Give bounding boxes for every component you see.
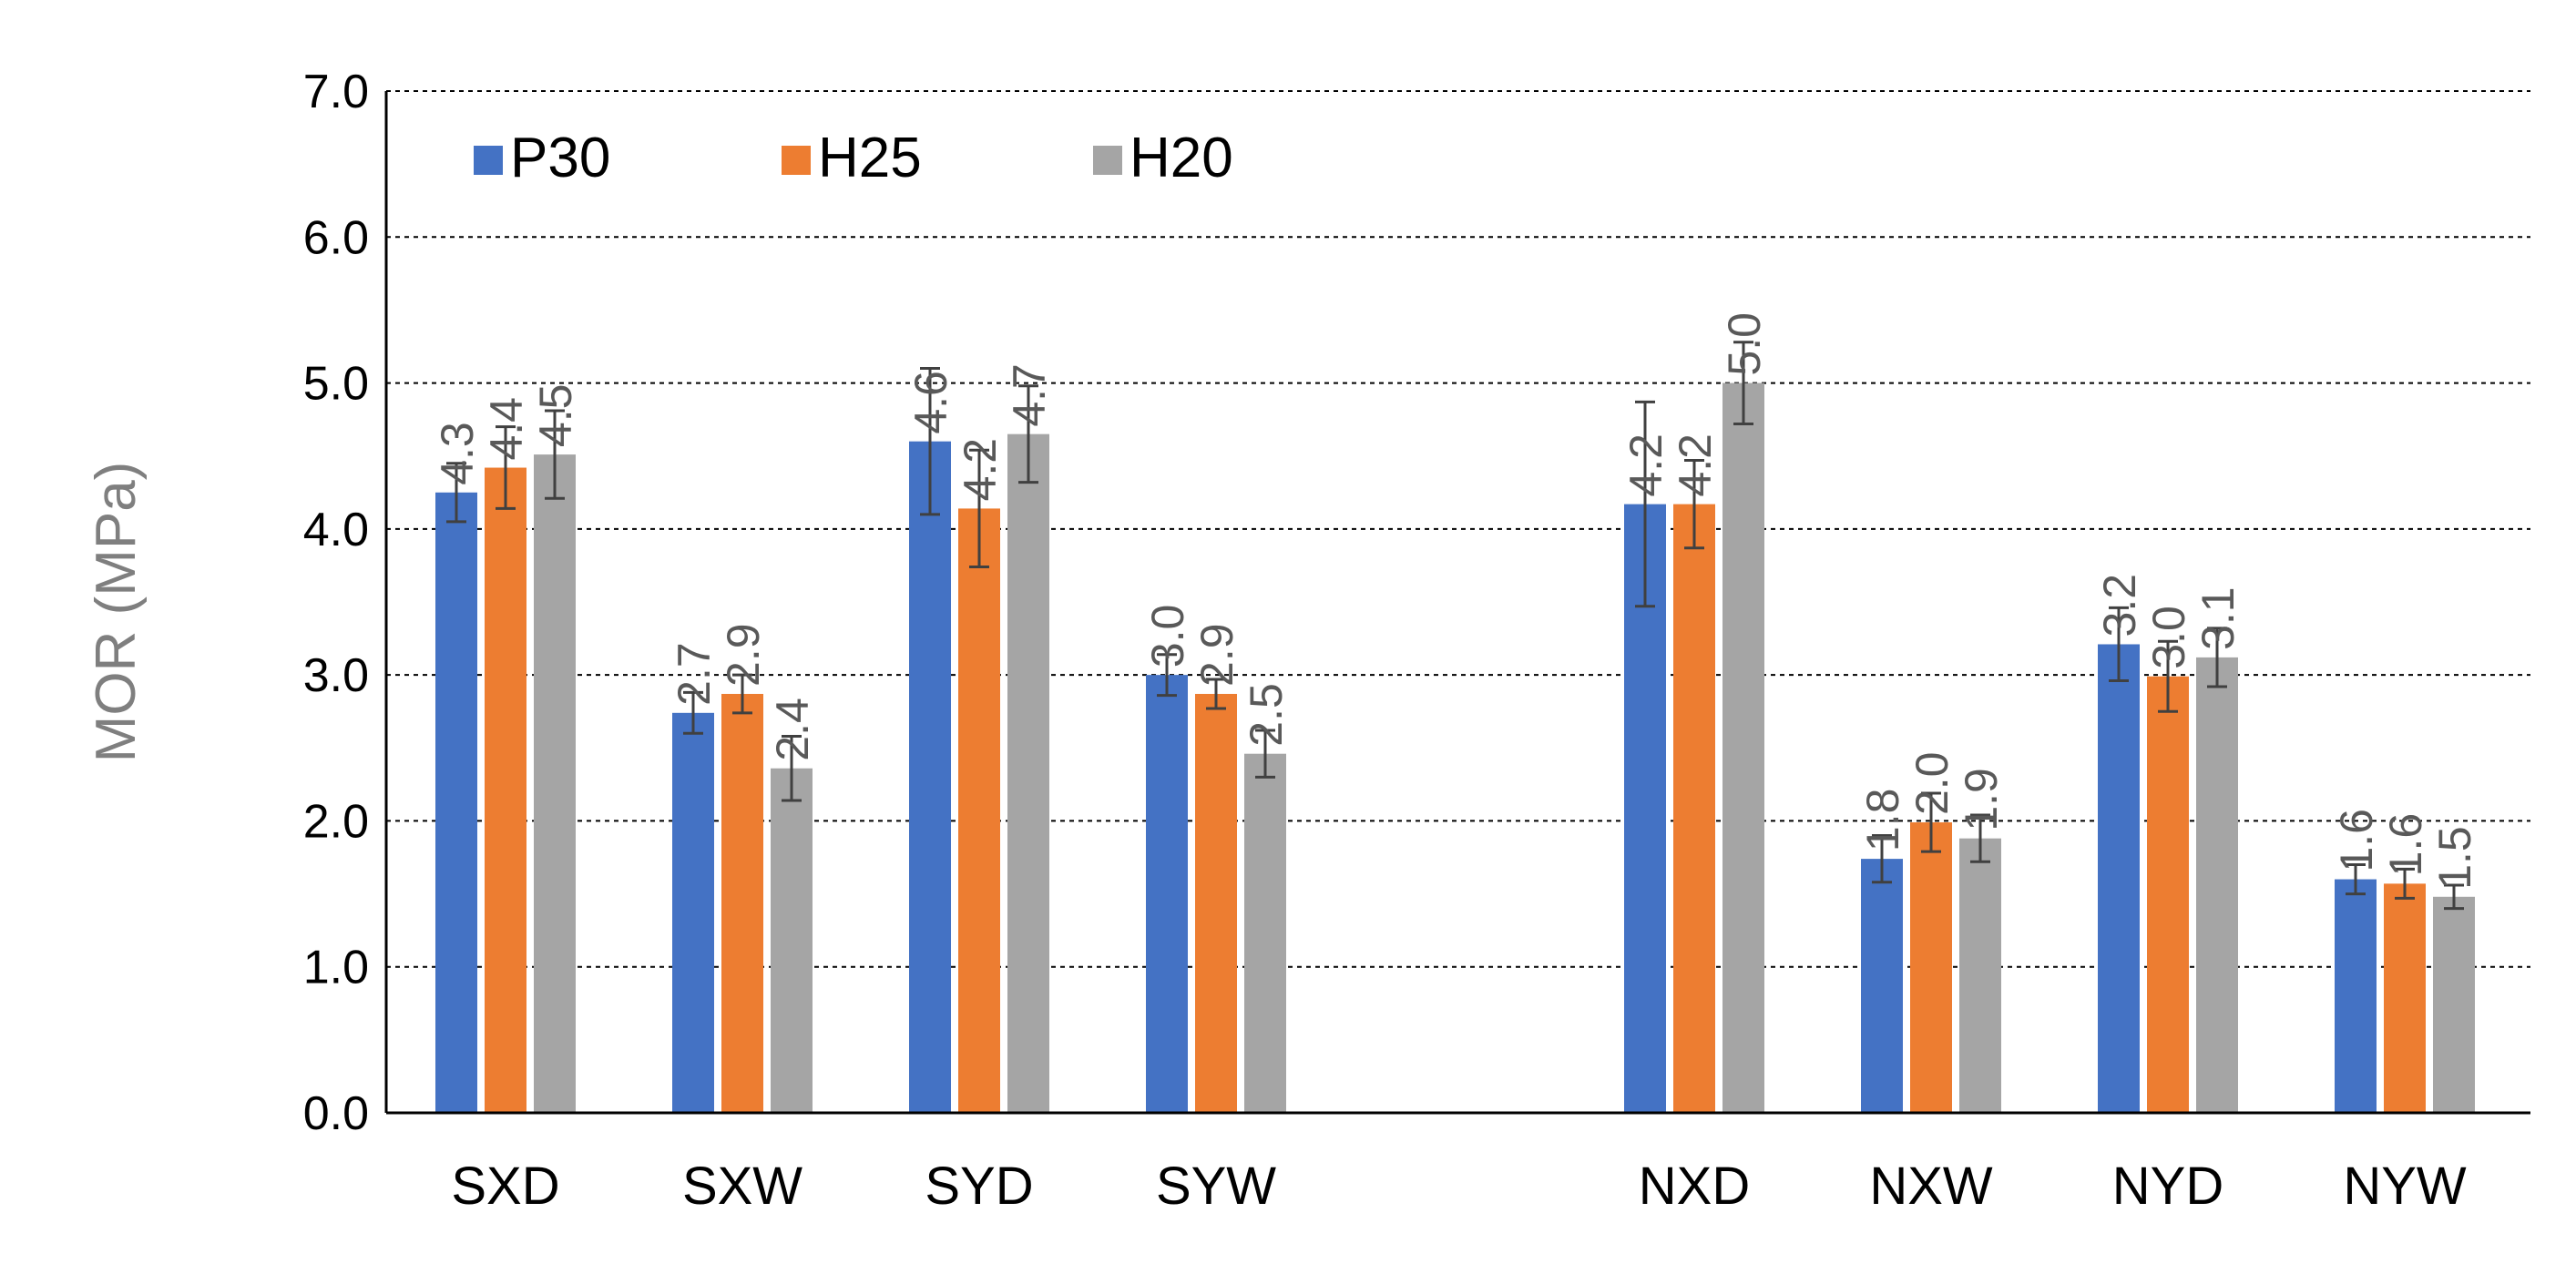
- x-tick-label: NYD: [2112, 1157, 2223, 1216]
- data-label: 1.8: [1857, 789, 1908, 852]
- data-label: 1.6: [2380, 813, 2431, 877]
- bar: [1146, 675, 1188, 1113]
- bar: [1195, 693, 1237, 1113]
- data-label: 4.6: [905, 371, 956, 434]
- bar: [485, 467, 526, 1113]
- y-tick-label: 0.0: [303, 1087, 369, 1140]
- data-label: 4.2: [1670, 433, 1721, 497]
- bar: [1007, 433, 1049, 1114]
- y-tick-label: 2.0: [303, 795, 369, 848]
- x-tick-label: SYD: [925, 1157, 1033, 1216]
- x-tick-label: SXD: [451, 1157, 559, 1216]
- y-tick-label: 3.0: [303, 649, 369, 702]
- legend-swatch: [782, 146, 811, 175]
- bar: [2098, 644, 2140, 1113]
- y-tick-label: 6.0: [303, 211, 369, 264]
- bar: [1861, 859, 1903, 1113]
- bar: [2384, 883, 2426, 1113]
- x-tick-label: NYW: [2343, 1157, 2467, 1216]
- y-tick-labels: 0.0 1.0 2.0 3.0 4.0 5.0 6.0 7.0: [303, 66, 369, 1140]
- bar: [1959, 838, 2001, 1113]
- data-label: 3.2: [2094, 574, 2145, 637]
- y-tick-label: 4.0: [303, 504, 369, 556]
- bar: [1244, 753, 1286, 1113]
- data-label: 4.4: [481, 397, 532, 461]
- error-bars: [446, 341, 2464, 911]
- data-label: 2.0: [1906, 752, 1958, 816]
- x-tick-label: SYW: [1156, 1157, 1276, 1216]
- data-label: 4.3: [432, 422, 483, 485]
- data-label: 4.5: [530, 384, 581, 448]
- bar: [771, 768, 813, 1113]
- x-tick-label: NXW: [1869, 1157, 1993, 1216]
- data-label: 4.2: [1620, 433, 1671, 497]
- data-labels: 4.3 2.7 4.6 3.0 4.2 1.8 3.2 1.6 4.4 2.9 4.2 2.9 4.2 2…: [432, 312, 2480, 890]
- bar: [1722, 382, 1764, 1114]
- data-label: 1.9: [1956, 768, 2007, 831]
- bar: [1673, 504, 1715, 1113]
- legend: P30 H25 H20: [474, 127, 1233, 189]
- data-label: 2.9: [718, 623, 769, 687]
- x-tick-label: SXW: [682, 1157, 802, 1216]
- bar: [2196, 657, 2238, 1113]
- bars: [435, 382, 2475, 1114]
- bar: [909, 441, 951, 1114]
- bar: [2335, 879, 2377, 1113]
- legend-label: H20: [1130, 127, 1233, 189]
- y-tick-label: 7.0: [303, 66, 369, 118]
- y-tick-label: 5.0: [303, 358, 369, 411]
- data-label: 3.0: [2143, 606, 2194, 669]
- data-label: 3.0: [1142, 605, 1193, 668]
- data-label: 2.4: [767, 698, 818, 761]
- legend-swatch: [1093, 146, 1122, 175]
- data-label: 3.1: [2193, 586, 2244, 650]
- data-label: 2.9: [1191, 623, 1242, 687]
- bar: [534, 454, 576, 1113]
- bar: [958, 508, 1000, 1113]
- data-label: 4.2: [955, 438, 1006, 502]
- bar: [721, 693, 763, 1113]
- data-label: 5.0: [1719, 312, 1770, 376]
- y-tick-label: 1.0: [303, 942, 369, 994]
- bar: [2433, 896, 2475, 1113]
- data-label: 2.7: [669, 642, 720, 706]
- data-label: 1.5: [2429, 826, 2480, 890]
- bar: [672, 712, 714, 1113]
- x-tick-labels: SXD SXW SYD SYW NXD NXW NYD NYW: [451, 1157, 2467, 1216]
- legend-label: P30: [510, 127, 610, 189]
- data-label: 4.7: [1004, 363, 1055, 427]
- y-axis-title: MOR (MPa): [85, 462, 148, 763]
- bar: [2147, 676, 2189, 1113]
- bar: [435, 492, 477, 1113]
- legend-label: H25: [818, 127, 922, 189]
- bar: [1910, 822, 1952, 1113]
- axes: [384, 91, 2530, 1115]
- x-tick-label: NXD: [1639, 1157, 1750, 1216]
- legend-swatch: [474, 146, 503, 175]
- data-label: 2.5: [1241, 683, 1292, 747]
- data-label: 1.6: [2331, 809, 2382, 872]
